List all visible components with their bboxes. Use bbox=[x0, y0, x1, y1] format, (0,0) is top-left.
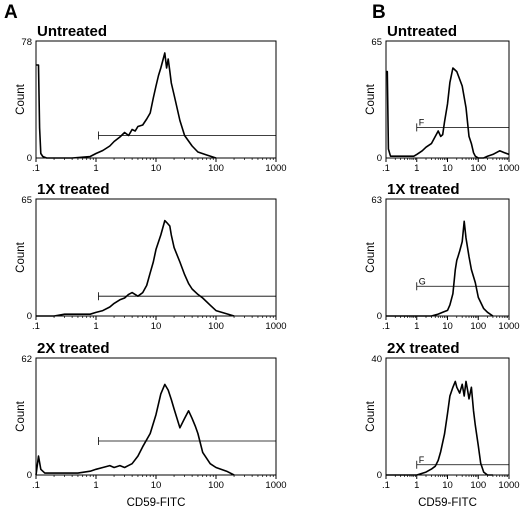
x-tick-label: 1 bbox=[93, 480, 98, 491]
histogram-curve bbox=[386, 220, 494, 317]
x-tick-label: 10 bbox=[151, 163, 162, 174]
x-tick-label: 100 bbox=[208, 480, 224, 491]
y-tick-label: 78 bbox=[21, 37, 32, 48]
plot-frame bbox=[35, 40, 277, 159]
y-tick-label: 65 bbox=[371, 37, 382, 48]
histogram-panel-2: 1X treated 0 65 Count .1 1 10 100 1000 bbox=[15, 181, 287, 332]
x-tick-label: 10 bbox=[442, 321, 453, 332]
x-tick-label: 1 bbox=[93, 321, 98, 332]
gate-label: F bbox=[419, 117, 425, 127]
histogram-curve bbox=[386, 67, 510, 159]
panel-title: 1X treated bbox=[387, 181, 460, 198]
panel-title: 2X treated bbox=[387, 340, 460, 357]
y-axis-label: Count bbox=[365, 400, 377, 431]
y-axis-label: Count bbox=[15, 83, 27, 114]
y-axis-label: Count bbox=[15, 241, 27, 272]
y-tick-label: 0 bbox=[377, 311, 382, 322]
x-tick-label: 1 bbox=[93, 163, 98, 174]
x-tick-label: 10 bbox=[442, 480, 453, 491]
x-tick-label: 10 bbox=[442, 163, 453, 174]
histogram-panel-5: 1X treated 0 63 Count .1 1 10 100 1000 G bbox=[365, 181, 520, 332]
panel-title: Untreated bbox=[387, 23, 457, 40]
panel-title: Untreated bbox=[37, 23, 107, 40]
x-tick-label: .1 bbox=[382, 163, 390, 174]
y-tick-label: 0 bbox=[27, 153, 32, 164]
x-tick-label: 100 bbox=[208, 163, 224, 174]
y-tick-label: 62 bbox=[21, 354, 32, 365]
histogram-panel-4: Untreated 0 65 Count .1 1 10 100 1000 F bbox=[365, 23, 520, 174]
x-tick-label: 1000 bbox=[498, 480, 519, 491]
histogram-panel-3: 2X treated 0 62 Count .1 1 10 100 1000 CD59-FITC bbox=[15, 340, 287, 509]
y-tick-label: 0 bbox=[27, 311, 32, 322]
x-tick-label: 1 bbox=[414, 163, 419, 174]
x-tick-label: 100 bbox=[208, 321, 224, 332]
plot-frame bbox=[385, 198, 510, 317]
histogram-curve bbox=[35, 383, 235, 476]
y-axis-label: Count bbox=[365, 241, 377, 272]
x-tick-label: 10 bbox=[151, 480, 162, 491]
gate-label: F bbox=[419, 455, 425, 465]
y-tick-label: 0 bbox=[377, 470, 382, 481]
x-tick-label: 1000 bbox=[498, 321, 519, 332]
x-tick-label: .1 bbox=[382, 480, 390, 491]
plot-frame bbox=[35, 198, 277, 317]
y-tick-label: 65 bbox=[21, 195, 32, 206]
gate-label: G bbox=[419, 276, 426, 286]
x-tick-label: 1 bbox=[414, 321, 419, 332]
histogram-curve bbox=[36, 219, 235, 317]
y-axis-label: Count bbox=[15, 400, 27, 431]
histogram-curve bbox=[36, 52, 217, 159]
x-tick-label: 100 bbox=[470, 321, 486, 332]
y-tick-label: 0 bbox=[377, 153, 382, 164]
x-tick-label: 1000 bbox=[498, 163, 519, 174]
panel-label-a: A bbox=[4, 2, 18, 23]
x-tick-label: 1000 bbox=[265, 163, 286, 174]
x-tick-label: 1000 bbox=[265, 321, 286, 332]
panel-label-b: B bbox=[372, 2, 386, 23]
panel-title: 1X treated bbox=[37, 181, 110, 198]
y-axis-label: Count bbox=[365, 83, 377, 114]
panel-title: 2X treated bbox=[37, 340, 110, 357]
x-tick-label: .1 bbox=[382, 321, 390, 332]
x-axis-label: CD59-FITC bbox=[127, 497, 186, 509]
y-tick-label: 0 bbox=[27, 470, 32, 481]
x-tick-label: 1 bbox=[414, 480, 419, 491]
x-tick-label: 10 bbox=[151, 321, 162, 332]
histogram-panel-6: 2X treated 0 40 Count .1 1 10 100 1000 CD59-FITC F bbox=[365, 340, 520, 509]
x-tick-label: .1 bbox=[32, 480, 40, 491]
x-tick-label: .1 bbox=[32, 163, 40, 174]
x-tick-label: .1 bbox=[32, 321, 40, 332]
x-tick-label: 100 bbox=[470, 163, 486, 174]
histogram-curve bbox=[386, 380, 493, 476]
y-tick-label: 40 bbox=[371, 354, 382, 365]
x-tick-label: 1000 bbox=[265, 480, 286, 491]
histogram-panel-1: Untreated 0 78 Count .1 1 10 100 1000 bbox=[15, 23, 287, 174]
x-tick-label: 100 bbox=[470, 480, 486, 491]
y-tick-label: 63 bbox=[371, 195, 382, 206]
x-axis-label: CD59-FITC bbox=[418, 497, 477, 509]
